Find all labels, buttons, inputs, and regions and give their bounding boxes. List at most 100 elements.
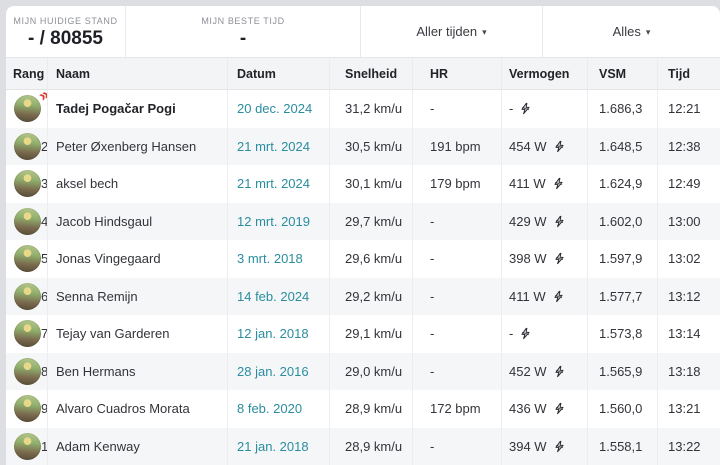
table-row[interactable]: 2 Peter Øxenberg Hansen 21 mrt. 2024 30,…	[6, 127, 720, 165]
power-cell: 429 W	[502, 202, 588, 240]
table-row[interactable]: 8 Ben Hermans 28 jan. 2016 29,0 km/u - 4…	[6, 352, 720, 390]
hr-cell: -	[413, 427, 502, 465]
date-link[interactable]: 12 jan. 2018	[237, 326, 309, 342]
time-cell: 13:12	[668, 288, 701, 304]
table-header: Rang Naam Datum Snelheid HR Vermogen VSM…	[6, 58, 720, 90]
stat-current-standing: MIJN HUIDIGE STAND - / 80855	[6, 6, 125, 57]
rank-number: 2	[41, 138, 48, 154]
avatar-image	[14, 132, 41, 160]
athlete-name: Jonas Vingegaard	[56, 251, 161, 267]
time-cell: 13:22	[668, 438, 701, 454]
power-meter-icon	[554, 178, 563, 190]
table-body: » Tadej Pogačar Pogi 20 dec. 2024 31,2 k…	[6, 90, 720, 465]
column-header-hr: HR	[413, 58, 502, 89]
filter-scope-dropdown[interactable]: Alles ▾	[613, 24, 651, 39]
hr-cell: -	[413, 277, 502, 315]
name-cell: aksel bech	[48, 165, 228, 203]
date-cell: 21 mrt. 2024	[228, 127, 330, 165]
rank-cell: 2	[6, 127, 48, 165]
speed-cell: 28,9 km/u	[330, 390, 413, 428]
avatar-image	[14, 395, 41, 423]
avatar[interactable]	[14, 282, 41, 310]
avatar[interactable]	[14, 395, 41, 423]
power-meter-icon	[555, 365, 564, 377]
column-header-datum: Datum	[228, 58, 330, 89]
table-row[interactable]: 5 Jonas Vingegaard 3 mrt. 2018 29,6 km/u…	[6, 240, 720, 278]
rank-number: 5	[41, 251, 48, 267]
avatar-image	[14, 432, 41, 460]
table-row[interactable]: 9 Alvaro Cuadros Morata 8 feb. 2020 28,9…	[6, 390, 720, 428]
date-link[interactable]: 14 feb. 2024	[237, 288, 310, 304]
table-row[interactable]: 3 aksel bech 21 mrt. 2024 30,1 km/u 179 …	[6, 165, 720, 203]
table-row[interactable]: » Tadej Pogačar Pogi 20 dec. 2024 31,2 k…	[6, 90, 720, 128]
power-meter-icon	[555, 440, 564, 452]
time-cell: 12:49	[668, 176, 701, 192]
time-cell: 13:14	[668, 326, 701, 342]
power-meter-icon	[554, 290, 563, 302]
hr-cell: -	[413, 90, 502, 128]
name-cell: Tadej Pogačar Pogi	[48, 90, 228, 128]
name-cell: Peter Øxenberg Hansen	[48, 127, 228, 165]
rank-number: 10	[41, 438, 48, 454]
rank-number: 4	[41, 213, 48, 229]
date-link[interactable]: 28 jan. 2016	[237, 363, 309, 379]
chevron-down-icon: ▾	[482, 27, 487, 37]
power-value: -	[509, 101, 514, 117]
avatar[interactable]	[14, 432, 41, 460]
date-link[interactable]: 21 jan. 2018	[237, 438, 309, 454]
speed-cell: 29,2 km/u	[330, 277, 413, 315]
name-cell: Tejay van Garderen	[48, 315, 228, 353]
avatar[interactable]	[14, 357, 41, 385]
power-meter-icon	[555, 140, 564, 152]
hr-cell: 191 bpm	[413, 127, 502, 165]
vsm-cell: 1.597,9	[588, 240, 658, 278]
date-link[interactable]: 21 mrt. 2024	[237, 138, 310, 154]
date-cell: 28 jan. 2016	[228, 352, 330, 390]
avatar[interactable]	[14, 245, 41, 273]
avatar-image	[14, 170, 41, 198]
rank-cell: 4	[6, 202, 48, 240]
table-row[interactable]: 4 Jacob Hindsgaul 12 mrt. 2019 29,7 km/u…	[6, 202, 720, 240]
hr-cell: 172 bpm	[413, 390, 502, 428]
rank-number: 6	[41, 288, 48, 304]
vsm-cell: 1.624,9	[588, 165, 658, 203]
power-value: 436 W	[509, 401, 547, 417]
table-row[interactable]: 7 Tejay van Garderen 12 jan. 2018 29,1 k…	[6, 315, 720, 353]
athlete-name: Adam Kenway	[56, 438, 140, 454]
date-cell: 20 dec. 2024	[228, 90, 330, 128]
rank-number: 7	[41, 326, 48, 342]
table-row[interactable]: 10 Adam Kenway 21 jan. 2018 28,9 km/u - …	[6, 427, 720, 465]
date-link[interactable]: 20 dec. 2024	[237, 101, 313, 117]
date-cell: 12 jan. 2018	[228, 315, 330, 353]
date-cell: 3 mrt. 2018	[228, 240, 330, 278]
vsm-cell: 1.558,1	[588, 427, 658, 465]
date-link[interactable]: 8 feb. 2020	[237, 401, 303, 417]
avatar[interactable]: »	[14, 90, 47, 123]
power-value: 452 W	[509, 363, 547, 379]
power-meter-icon	[555, 253, 564, 265]
avatar[interactable]	[14, 132, 41, 160]
hr-cell: 179 bpm	[413, 165, 502, 203]
avatar[interactable]	[14, 320, 41, 348]
date-cell: 21 mrt. 2024	[228, 165, 330, 203]
table-row[interactable]: 6 Senna Remijn 14 feb. 2024 29,2 km/u - …	[6, 277, 720, 315]
date-link[interactable]: 12 mrt. 2019	[237, 213, 310, 229]
filter-time-range-section: Aller tijden ▾	[360, 6, 542, 57]
avatar[interactable]	[14, 170, 41, 198]
time-cell: 12:38	[668, 138, 701, 154]
name-cell: Senna Remijn	[48, 277, 228, 315]
column-header-vsm: VSM	[588, 58, 658, 89]
column-header-rang: Rang	[6, 58, 48, 89]
athlete-name: Peter Øxenberg Hansen	[56, 138, 197, 154]
rank-cell: 3	[6, 165, 48, 203]
rank-number: 3	[41, 176, 48, 192]
date-link[interactable]: 21 mrt. 2024	[237, 176, 310, 192]
date-link[interactable]: 3 mrt. 2018	[237, 251, 303, 267]
power-value: -	[509, 326, 514, 342]
avatar[interactable]	[14, 207, 41, 235]
topbar: MIJN HUIDIGE STAND - / 80855 MIJN BESTE …	[6, 6, 720, 58]
speed-cell: 30,1 km/u	[330, 165, 413, 203]
filter-scope-label: Alles	[612, 24, 641, 39]
power-value: 429 W	[509, 213, 547, 229]
filter-time-range-dropdown[interactable]: Aller tijden ▾	[416, 24, 486, 39]
